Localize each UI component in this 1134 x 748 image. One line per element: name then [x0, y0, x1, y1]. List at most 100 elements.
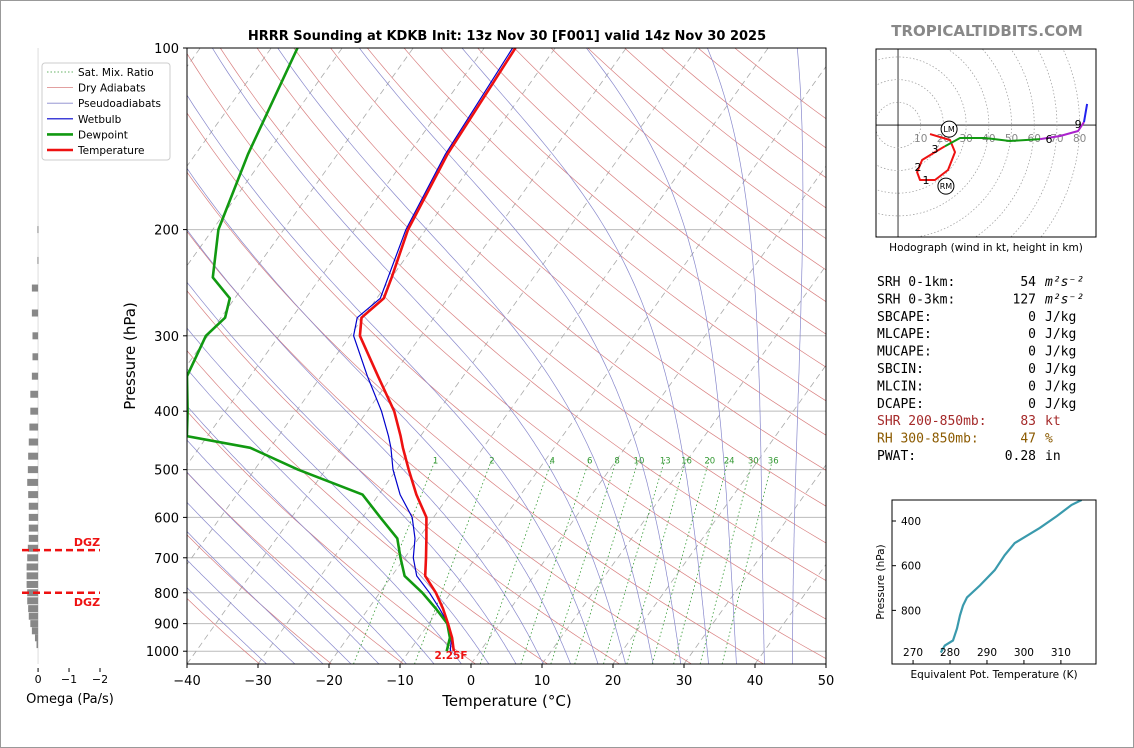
stat-value: 0.28 — [1005, 449, 1036, 464]
hodograph-line — [944, 137, 1041, 148]
height-label: 1 — [922, 174, 929, 187]
omega-bar — [26, 563, 39, 571]
stat-label: SHR 200-850mb: — [877, 414, 987, 429]
mixing-ratio-label: 16 — [681, 456, 692, 466]
hodograph-line — [1083, 103, 1089, 123]
stat-value: 0 — [1028, 362, 1036, 377]
y-tick-label: 1000 — [146, 645, 179, 660]
y-tick-label: 700 — [154, 552, 179, 567]
y-tick-label: 200 — [154, 224, 179, 239]
stat-value: 127 — [1013, 292, 1036, 307]
theta-e-frame — [891, 499, 1097, 665]
dry-adiabat — [187, 534, 332, 664]
x-tick-label: 310 — [1051, 647, 1071, 659]
pseudoadiabat — [187, 501, 352, 664]
x-axis-label: Omega (Pa/s) — [26, 692, 114, 707]
ring — [876, 102, 922, 149]
ring — [1040, 49, 1080, 237]
mixing-ratio-label: 8 — [614, 456, 619, 466]
hodograph-caption: Hodograph (wind in kt, height in km) — [889, 242, 1083, 254]
mixing-ratio-line — [699, 458, 754, 664]
omega-bar — [30, 390, 39, 398]
dry-adiabat — [187, 350, 548, 664]
omega-bar — [26, 572, 39, 580]
stat-unit: J/kg — [1045, 345, 1076, 360]
y-tick-label: 400 — [154, 405, 179, 420]
omega-bar — [28, 502, 39, 510]
omega-bar — [29, 423, 39, 431]
dry-adiabat — [187, 230, 692, 664]
stat-label: RH 300-850mb: — [877, 432, 979, 447]
y-tick-label: 800 — [154, 587, 179, 602]
isotherm — [187, 48, 414, 366]
x-tick-label: 30 — [676, 674, 693, 689]
pseudoadiabat — [187, 405, 435, 664]
dry-adiabat — [514, 48, 826, 303]
profile-line — [187, 48, 452, 652]
stat-value: 54 — [1020, 275, 1036, 290]
y-tick-label: 800 — [901, 605, 921, 617]
dry-adiabat — [550, 48, 826, 271]
ring — [876, 56, 967, 194]
chart-title: HRRR Sounding at KDKB Init: 13z Nov 30 [… — [248, 29, 766, 44]
legend-label: Pseudoadiabats — [78, 98, 161, 110]
x-tick-label: −40 — [173, 674, 200, 689]
stat-label: SRH 0-1km: — [877, 275, 955, 290]
mixing-ratio-label: 1 — [433, 456, 438, 466]
x-tick-label: −30 — [244, 674, 271, 689]
dgz-label: DGZ — [74, 596, 100, 609]
isotherm — [187, 48, 343, 267]
pseudoadiabat — [187, 368, 462, 664]
ring-label: 50 — [1005, 133, 1018, 145]
pseudoadiabat — [187, 531, 324, 664]
omega-bar — [27, 554, 39, 562]
height-label: 9 — [1075, 118, 1082, 131]
legend-label: Wetbulb — [78, 114, 122, 126]
omega-bar — [27, 544, 39, 552]
stat-label: PWAT: — [877, 449, 916, 464]
y-tick-label: 300 — [154, 330, 179, 345]
height-label: 3 — [932, 143, 939, 156]
dry-adiabat — [440, 48, 826, 368]
pseudoadiabat — [586, 48, 737, 664]
hodograph-frame — [875, 48, 1097, 238]
mixing-ratio-line — [479, 458, 553, 664]
pseudoadiabat — [707, 48, 765, 664]
mixing-ratio-line — [673, 458, 730, 664]
pseudoadiabat — [187, 559, 296, 664]
dry-adiabat — [587, 48, 826, 240]
stat-unit: J/kg — [1045, 310, 1076, 325]
omega-bar — [32, 332, 39, 340]
x-tick-label: 280 — [940, 647, 960, 659]
mixing-ratio-line — [721, 458, 774, 664]
ring — [974, 49, 1035, 237]
stat-unit: J/kg — [1045, 379, 1076, 394]
stat-value: 83 — [1020, 414, 1036, 429]
stat-label: DCAPE: — [877, 397, 924, 412]
omega-bar — [28, 452, 39, 460]
omega-bar — [27, 466, 39, 474]
dry-adiabat — [661, 48, 826, 179]
hodograph-line — [916, 133, 956, 181]
storm-motion-label: RM — [940, 182, 953, 191]
mixing-ratio-label: 24 — [724, 456, 735, 466]
y-axis-label: Pressure (hPa) — [875, 544, 887, 619]
dry-adiabat — [187, 410, 476, 664]
stat-unit: J/kg — [1045, 327, 1076, 342]
x-axis-label: Temperature (°C) — [441, 692, 571, 710]
dry-adiabat — [367, 48, 826, 436]
x-tick-label: −20 — [315, 674, 342, 689]
isotherm — [187, 48, 627, 664]
mixing-ratio-line — [414, 458, 493, 664]
omega-bar — [37, 256, 39, 264]
isotherm — [187, 48, 485, 466]
storm-motion-label: LM — [943, 125, 954, 134]
isotherm — [399, 65, 826, 664]
omega-bar — [32, 353, 39, 361]
omega-bar — [27, 597, 39, 605]
x-tick-label: 290 — [977, 647, 997, 659]
x-tick-label: 40 — [747, 674, 764, 689]
pseudoadiabat — [212, 48, 626, 664]
mixing-ratio-label: 13 — [660, 456, 671, 466]
ring — [1010, 49, 1058, 237]
